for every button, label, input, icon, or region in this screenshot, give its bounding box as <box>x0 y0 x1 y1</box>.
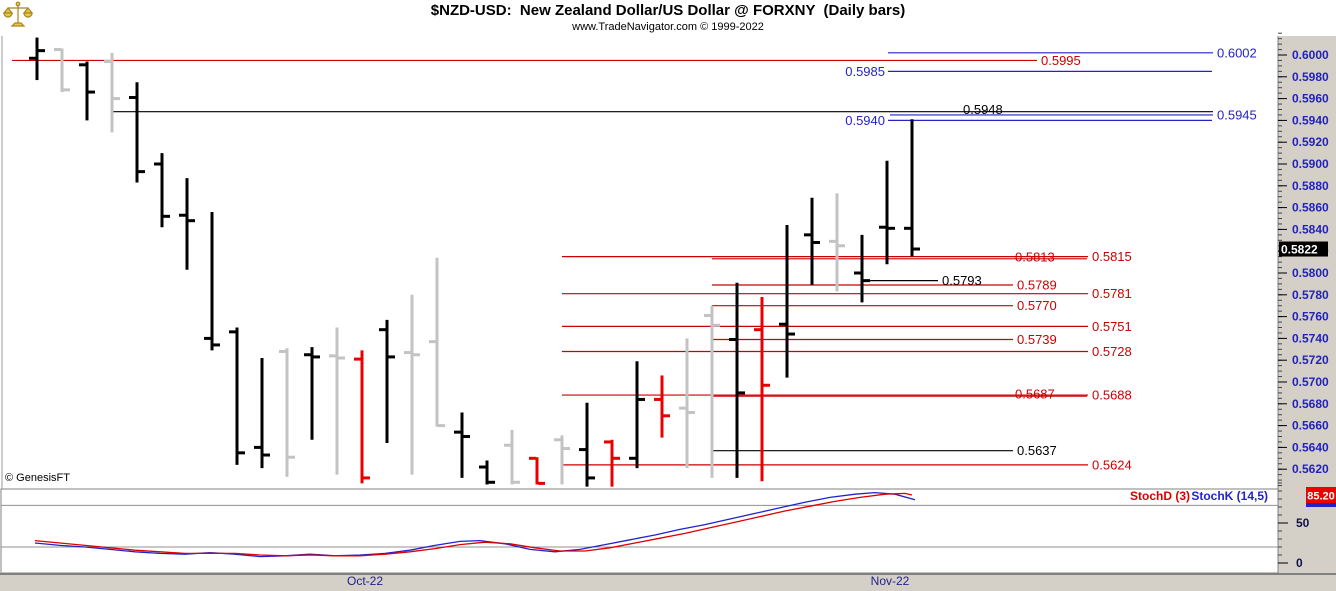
level-label: 0.5789 <box>1017 277 1057 292</box>
level-label: 0.5813 <box>1015 249 1055 264</box>
price-tick-label: 0.5640 <box>1292 440 1329 454</box>
level-label: 0.5688 <box>1092 388 1132 403</box>
stoch-d-legend: StochD (3) <box>1130 489 1190 503</box>
price-tick-label: 0.5940 <box>1292 113 1329 127</box>
level-label: 0.5637 <box>1017 443 1057 458</box>
level-label: 0.5995 <box>1041 53 1081 68</box>
price-tick-label: 0.5960 <box>1292 92 1329 106</box>
price-tick-label: 0.5880 <box>1292 179 1329 193</box>
price-tick-label: 0.5760 <box>1292 310 1329 324</box>
price-tick-label: 0.5660 <box>1292 419 1329 433</box>
price-tick-label: 0.5620 <box>1292 462 1329 476</box>
level-label: 0.5781 <box>1092 286 1132 301</box>
level-label: 0.6002 <box>1217 45 1257 60</box>
genesis-copyright: © GenesisFT <box>5 472 70 484</box>
price-tick-label: 0.5720 <box>1292 353 1329 367</box>
price-axis-strip <box>1278 36 1336 573</box>
price-tick-label: 0.5800 <box>1292 266 1329 280</box>
stoch-k-line <box>34 491 916 558</box>
last-price-box <box>1279 241 1328 257</box>
date-axis-strip <box>0 573 1336 591</box>
level-label: 0.5815 <box>1092 249 1132 264</box>
level-label: 0.5770 <box>1017 298 1057 313</box>
level-label: 0.5945 <box>1217 107 1257 122</box>
stoch-last-value: 85.20 <box>1307 491 1335 503</box>
date-label: Oct-22 <box>347 574 383 588</box>
price-tick-label: 0.5860 <box>1292 201 1329 215</box>
scales-icon <box>3 1 33 27</box>
stoch-tick-label: 0 <box>1296 556 1303 570</box>
price-tick-label: 0.5900 <box>1292 157 1329 171</box>
stoch-tick-label: 50 <box>1296 516 1310 530</box>
level-label: 0.5751 <box>1092 319 1132 334</box>
price-tick-label: 0.5740 <box>1292 331 1329 345</box>
level-label: 0.5940 <box>845 113 885 128</box>
chart-title: $NZD-USD: New Zealand Dollar/US Dollar @… <box>430 2 906 19</box>
price-tick-label: 0.5980 <box>1292 70 1329 84</box>
price-tick-label: 0.5680 <box>1292 397 1329 411</box>
level-label: 0.5739 <box>1017 332 1057 347</box>
price-tick-label: 0.5840 <box>1292 222 1329 236</box>
price-tick-label: 0.6000 <box>1292 48 1329 62</box>
last-price-label: 0.5822 <box>1281 243 1318 257</box>
chart-subtitle: www.TradeNavigator.com © 1999-2022 <box>572 21 764 33</box>
stoch-last-value-box <box>1306 487 1336 503</box>
stoch-d-line <box>34 492 913 557</box>
level-label: 0.5624 <box>1092 457 1132 472</box>
level-label: 0.5948 <box>963 102 1003 117</box>
stoch-k-legend: StochK (14,5) <box>1191 489 1268 503</box>
price-tick-label: 0.5700 <box>1292 375 1329 389</box>
stoch-k-box-sliver <box>1306 503 1336 507</box>
price-tick-label: 0.5920 <box>1292 135 1329 149</box>
date-label: Nov-22 <box>871 574 910 588</box>
price-tick-label: 0.5780 <box>1292 288 1329 302</box>
level-label: 0.5728 <box>1092 344 1132 359</box>
stoch-panel <box>0 488 1279 574</box>
level-label: 0.5687 <box>1015 387 1055 402</box>
level-label: 0.5985 <box>845 64 885 79</box>
level-label: 0.5793 <box>942 273 982 288</box>
